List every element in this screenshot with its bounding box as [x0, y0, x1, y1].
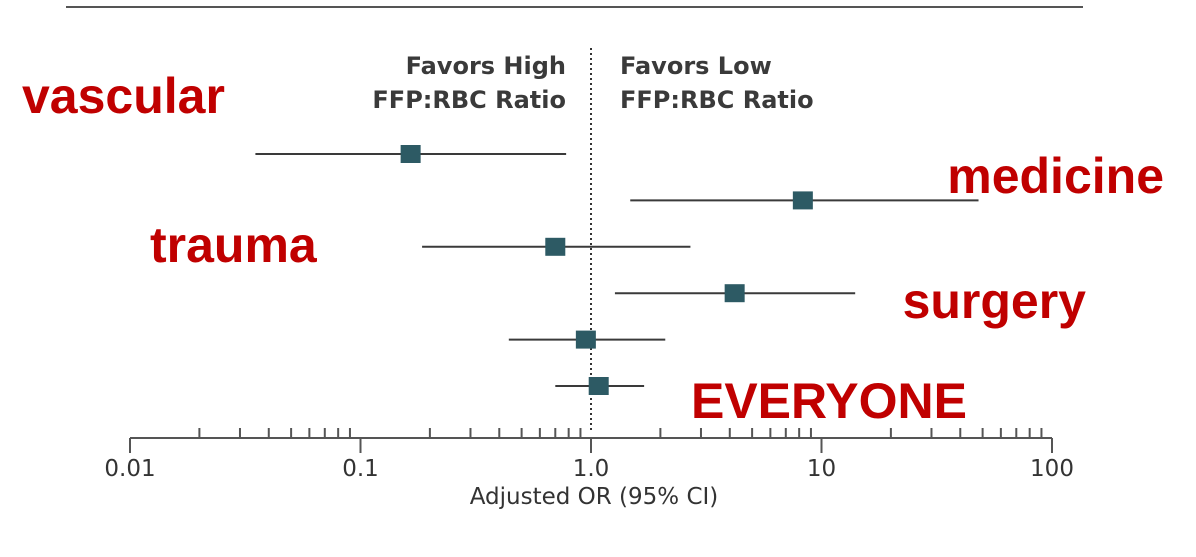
or-marker: [400, 145, 421, 163]
x-tick-label: 1.0: [573, 456, 610, 482]
label-surgery: surgery: [903, 273, 1087, 329]
favors-low-line2: FFP:RBC Ratio: [620, 86, 814, 114]
x-tick-label: 100: [1030, 456, 1074, 482]
or-marker: [724, 284, 745, 303]
rows-layer: [255, 145, 979, 395]
or-marker: [545, 237, 566, 256]
label-medicine: medicine: [947, 148, 1164, 204]
favors-high-line2: FFP:RBC Ratio: [372, 86, 566, 114]
x-axis-title: Adjusted OR (95% CI): [470, 484, 719, 510]
label-vascular: vascular: [22, 68, 225, 124]
or-marker: [575, 330, 596, 349]
favors-high-line1: Favors High: [406, 52, 566, 80]
x-tick-label: 10: [807, 456, 836, 482]
or-marker: [792, 191, 813, 210]
favors-low-line1: Favors Low: [620, 52, 772, 80]
label-everyone: EVERYONE: [691, 373, 967, 429]
x-axis: 0.01 0.1 1.0 10 100: [104, 428, 1074, 482]
x-tick-label: 0.01: [104, 456, 155, 482]
or-marker: [588, 377, 609, 395]
x-tick-label: 0.1: [342, 456, 379, 482]
label-trauma: trauma: [150, 217, 318, 273]
